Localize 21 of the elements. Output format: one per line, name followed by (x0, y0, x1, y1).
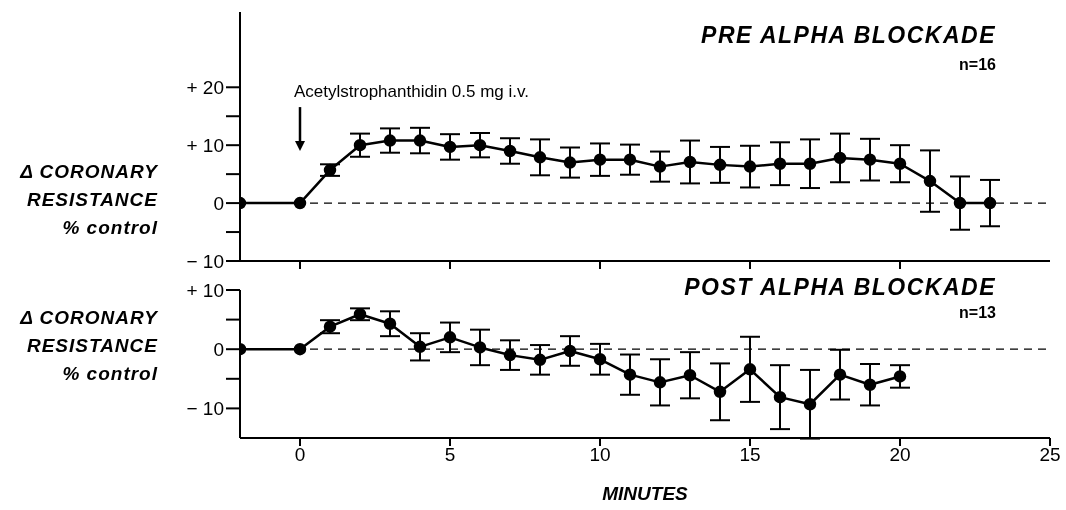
x-axis-title: MINUTES (602, 483, 689, 504)
chart-title: PRE ALPHA BLOCKADE (701, 22, 996, 49)
y-tick-label: 0 (213, 338, 224, 360)
y-tick-label: + 20 (186, 77, 224, 99)
x-tick-label: 25 (1039, 444, 1061, 466)
x-tick-label: 10 (589, 444, 611, 466)
y-tick-label: 0 (213, 192, 224, 214)
x-tick-label: 20 (889, 444, 911, 466)
y-axis-title: Δ CORONARY RESISTANCE % control (18, 160, 158, 241)
annotation: n=13 (959, 304, 996, 322)
y-tick-label: + 10 (186, 134, 224, 156)
annotation: n=16 (959, 56, 996, 74)
x-tick-label: 0 (294, 444, 306, 466)
y-tick-label: − 10 (186, 398, 224, 420)
annotation: Acetylstrophanthidin 0.5 mg i.v. (294, 82, 529, 102)
x-tick-label: 5 (444, 444, 456, 466)
y-tick-label: + 10 (186, 279, 224, 301)
chart-title: POST ALPHA BLOCKADE (684, 274, 996, 301)
x-tick-label: 15 (739, 444, 761, 466)
y-axis-title: Δ CORONARY RESISTANCE % control (18, 306, 158, 387)
y-tick-label: − 10 (186, 250, 224, 272)
